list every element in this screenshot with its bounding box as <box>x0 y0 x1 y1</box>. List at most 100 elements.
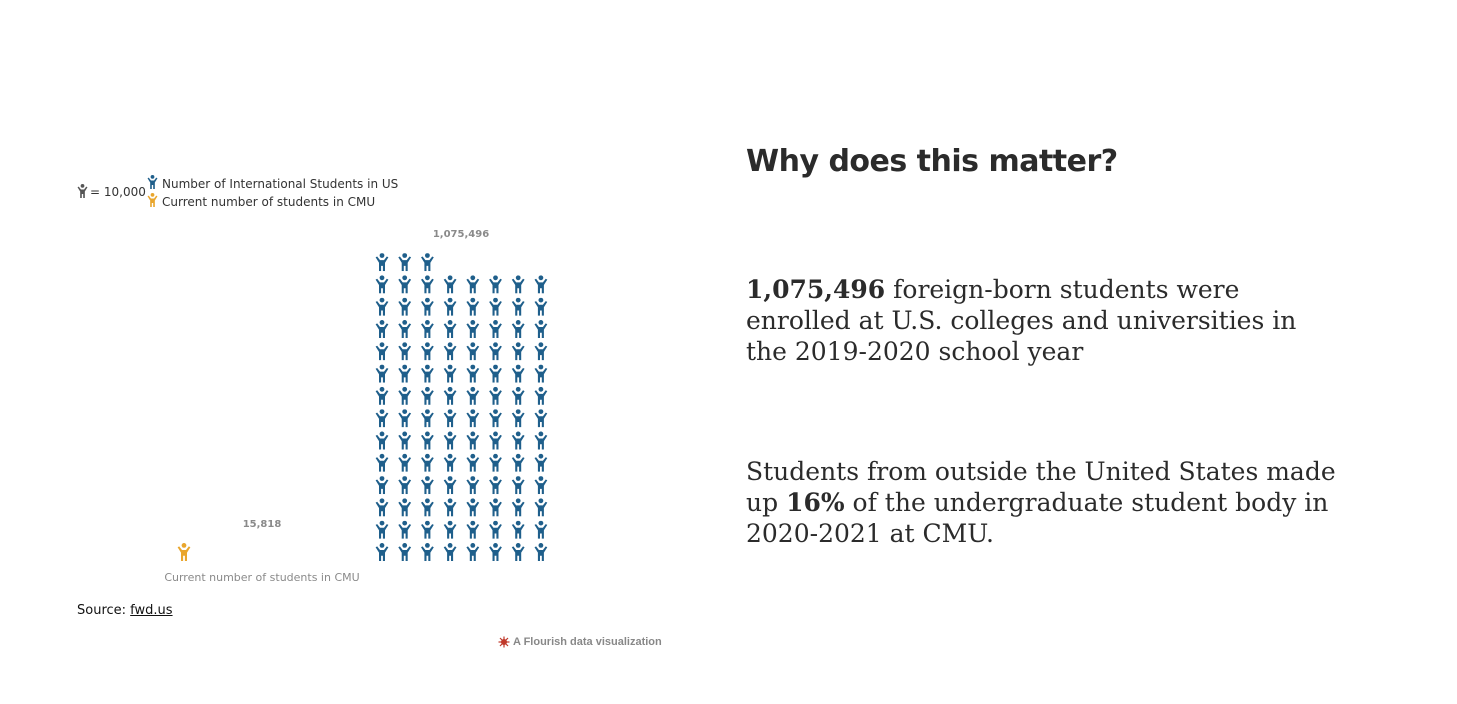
us-person-icon <box>511 342 525 361</box>
us-person-icon <box>466 453 480 472</box>
cmu-person-icon <box>200 550 214 561</box>
legend-label-us: Number of International Students in US <box>162 177 398 191</box>
us-person-icon <box>534 409 548 428</box>
us-person-icon <box>421 253 434 272</box>
us-person-icon <box>375 342 389 361</box>
unit-person-icon <box>77 184 88 198</box>
flourish-logo-icon <box>498 636 510 648</box>
us-person-icon <box>375 364 389 383</box>
us-person-icon <box>421 320 434 338</box>
article-heading: Why does this matter? <box>746 144 1118 179</box>
us-person-icon <box>466 364 480 383</box>
us-person-icon <box>489 409 502 428</box>
us-person-icon <box>489 275 502 294</box>
us-person-icon <box>375 543 389 561</box>
flourish-credit[interactable]: A Flourish data visualization <box>498 636 662 648</box>
us-person-icon <box>489 386 502 405</box>
us-person-icon <box>511 431 525 450</box>
us-person-icon <box>489 520 502 539</box>
us-person-icon <box>443 275 457 294</box>
us-person-icon <box>511 386 525 405</box>
us-person-icon <box>511 543 525 561</box>
us-person-icon <box>421 476 434 495</box>
us-person-icon <box>375 253 389 272</box>
us-person-icon <box>443 520 457 539</box>
legend-person-icon-cmu <box>147 193 158 207</box>
us-person-icon <box>398 253 412 272</box>
legend-person-icon-us <box>147 175 158 189</box>
us-person-icon <box>511 520 525 539</box>
us-person-icon <box>466 409 480 428</box>
us-person-icon <box>375 498 389 517</box>
us-person-icon <box>466 543 480 561</box>
paragraph-cmu-share: Students from outside the United States … <box>746 456 1336 549</box>
us-person-icon <box>511 320 525 338</box>
us-person-icon <box>534 498 548 517</box>
us-person-icon <box>443 261 457 272</box>
us-person-icon <box>534 364 548 383</box>
us-person-icon <box>398 520 412 539</box>
category-label-cmu: Current number of students in CMU <box>164 571 359 584</box>
us-person-icon <box>489 297 502 316</box>
us-person-icon <box>375 476 389 495</box>
us-person-icon <box>421 275 434 294</box>
us-person-icon <box>398 498 412 517</box>
us-person-icon <box>375 520 389 539</box>
us-person-icon <box>534 275 548 294</box>
us-person-icon <box>534 386 548 405</box>
us-person-icon <box>443 543 457 561</box>
us-person-icon <box>443 386 457 405</box>
us-person-icon <box>375 409 389 428</box>
us-person-icon <box>398 320 412 338</box>
us-person-icon <box>511 409 525 428</box>
us-person-icon <box>534 453 548 472</box>
us-person-icon <box>375 453 389 472</box>
us-person-icon <box>466 431 480 450</box>
us-person-icon <box>489 364 502 383</box>
us-person-icon <box>466 275 480 294</box>
source-link[interactable]: fwd.us <box>130 603 173 618</box>
enrollment-text: foreign-born students were enrolled at U… <box>746 275 1297 366</box>
us-person-icon <box>489 320 502 338</box>
us-person-icon <box>375 431 389 450</box>
us-person-icon <box>534 342 548 361</box>
pictogram-group-us <box>375 253 548 561</box>
enrollment-figure: 1,075,496 <box>746 275 886 304</box>
us-person-icon <box>421 498 434 517</box>
us-person-icon <box>398 543 412 561</box>
us-person-icon <box>443 431 457 450</box>
us-person-icon <box>511 453 525 472</box>
us-person-icon <box>398 364 412 383</box>
us-person-icon <box>421 342 434 361</box>
us-person-icon <box>534 520 548 539</box>
pictogram-group-cmu <box>177 543 214 561</box>
us-person-icon <box>534 297 548 316</box>
us-person-icon <box>489 498 502 517</box>
us-person-icon <box>443 364 457 383</box>
us-person-icon <box>398 297 412 316</box>
us-person-icon <box>375 320 389 338</box>
us-person-icon <box>375 297 389 316</box>
us-person-icon <box>511 297 525 316</box>
us-person-icon <box>511 476 525 495</box>
us-person-icon <box>421 431 434 450</box>
legend-unit-text: = 10,000 <box>90 185 146 199</box>
value-label-us: 1,075,496 <box>433 229 489 240</box>
pictogram-chart: = 10,000 Number of International Student… <box>77 175 548 584</box>
cmu-person-icon <box>177 543 191 561</box>
us-person-icon <box>511 364 525 383</box>
credit-text: A Flourish data visualization <box>513 636 662 648</box>
us-person-icon <box>398 431 412 450</box>
us-person-icon <box>398 342 412 361</box>
us-person-icon <box>443 342 457 361</box>
us-person-icon <box>421 453 434 472</box>
cmu-share-text-before: Students from outside the United States … <box>746 457 1336 517</box>
paragraph-enrollment: 1,075,496 foreign-born students were enr… <box>746 274 1336 367</box>
cmu-share-figure: 16% <box>786 488 845 517</box>
us-person-icon <box>466 498 480 517</box>
source-prefix: Source: <box>77 603 131 618</box>
us-person-icon <box>443 320 457 338</box>
source-note: Source: fwd.us <box>77 603 173 618</box>
us-person-icon <box>443 409 457 428</box>
us-person-icon <box>443 453 457 472</box>
